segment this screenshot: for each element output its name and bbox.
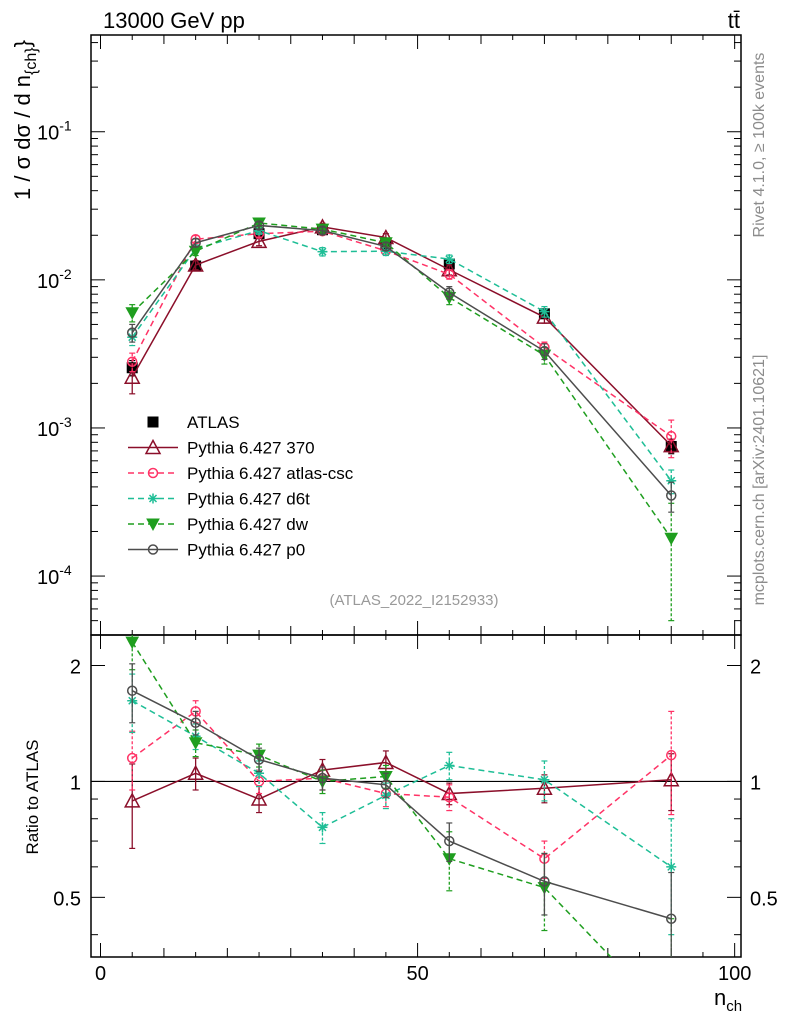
data-point — [539, 774, 550, 785]
data-point — [187, 764, 204, 781]
main-panel: 10-4 10-3 10-2 10-1 — [37, 34, 742, 636]
data-point — [444, 760, 455, 771]
series-group — [123, 635, 680, 957]
series-line — [131, 761, 672, 802]
data-point — [144, 438, 162, 455]
legend: ATLAS Pythia 6.427 370 Pythia 6.427 atlas-… — [128, 413, 354, 560]
data-point — [190, 717, 201, 729]
data-point — [444, 287, 455, 298]
data-point — [126, 327, 138, 338]
data-point — [253, 754, 265, 765]
analysis-id-label: (ATLAS_2022_I2152933) — [329, 592, 498, 609]
data-point — [253, 220, 265, 231]
x-tick-label: 50 — [406, 963, 428, 985]
svg-text:nch: nch — [714, 985, 742, 1015]
mcplots-label: mcplots.cern.ch [arXiv:2401.10621] — [751, 355, 768, 606]
series-line — [131, 710, 672, 860]
process-label: tt̄ — [728, 8, 740, 33]
data-point — [125, 636, 140, 650]
data-point — [123, 368, 141, 384]
data-point — [188, 737, 203, 750]
data-point — [444, 835, 455, 847]
y-tick-label: 10-2 — [37, 266, 72, 293]
data-point — [317, 225, 328, 236]
ratio-frame — [90, 634, 742, 958]
ratio-panel: 0 50 100 0.5 0.5 1 1 2 2 — [53, 634, 778, 985]
data-point — [317, 246, 328, 257]
series-pythia-6-427-dw — [125, 635, 675, 957]
y-tick-label: 1 — [750, 772, 761, 794]
series-line — [131, 230, 672, 437]
data-point — [380, 241, 392, 252]
ratio-ylabel: Ratio to ATLAS — [23, 740, 42, 855]
legend-label: Pythia 6.427 atlas-csc — [187, 464, 354, 483]
data-point — [444, 791, 455, 803]
data-point — [147, 416, 159, 428]
y-tick-label: 1 — [70, 772, 81, 794]
data-point — [539, 876, 550, 887]
data-point — [250, 232, 268, 249]
data-point — [147, 467, 159, 479]
data-point — [665, 749, 677, 761]
legend-label: Pythia 6.427 p0 — [187, 541, 305, 560]
series-line — [131, 641, 612, 957]
y-tick-label: 2 — [70, 656, 81, 678]
series-line — [131, 222, 672, 539]
series-line — [131, 226, 672, 447]
data-point — [444, 269, 455, 280]
legend-label: Pythia 6.427 dw — [187, 515, 309, 534]
legend-label: Pythia 6.427 d6t — [187, 490, 310, 509]
data-point — [539, 306, 550, 317]
data-point — [539, 345, 550, 357]
y-tick-label: 10-3 — [37, 414, 72, 441]
data-point — [123, 792, 141, 808]
y-tick-label: 2 — [750, 656, 761, 678]
series-line — [131, 229, 672, 482]
y-tick-label: 10-1 — [37, 118, 72, 145]
data-point — [126, 685, 138, 696]
series-line — [131, 224, 672, 496]
data-point — [536, 779, 553, 795]
rivet-label: Rivet 4.1.0, ≥ 100k events — [751, 53, 768, 238]
data-point — [317, 822, 328, 833]
data-point — [665, 913, 677, 924]
data-point — [126, 752, 138, 764]
series-pythia-6-427-370 — [123, 218, 680, 454]
data-point — [126, 356, 138, 367]
series-pythia-6-427-p0 — [126, 220, 677, 513]
data-point — [380, 779, 392, 791]
series-group — [123, 217, 680, 622]
energy-label: 13000 GeV pp — [103, 8, 245, 33]
data-point — [444, 254, 455, 265]
series-pythia-6-427-p0 — [126, 663, 677, 957]
data-point — [665, 490, 677, 501]
data-point — [665, 430, 677, 442]
data-point — [148, 493, 158, 504]
data-point — [125, 307, 140, 320]
series-line — [131, 700, 672, 868]
data-point — [317, 772, 328, 784]
y-tick-label: 0.5 — [53, 888, 81, 910]
data-point — [190, 237, 201, 249]
data-point — [250, 790, 268, 806]
series-pythia-6-427-atlas-csc — [126, 700, 677, 879]
y-tick-label: 0.5 — [750, 888, 778, 910]
data-point — [147, 544, 159, 555]
legend-label: Pythia 6.427 370 — [187, 439, 315, 458]
y-tick-label: 10-4 — [37, 562, 72, 589]
data-point — [187, 256, 204, 272]
legend-label: ATLAS — [187, 413, 240, 432]
data-point — [441, 784, 458, 801]
x-tick-label: 0 — [95, 963, 106, 985]
data-point — [662, 771, 680, 787]
main-ylabel: 1 / σ dσ / d n{ch}} — [10, 40, 40, 200]
series-line — [131, 690, 672, 920]
data-point — [664, 532, 679, 546]
x-tick-label: 100 — [718, 963, 751, 985]
data-point — [146, 518, 160, 532]
xaxis-label: nch — [714, 985, 742, 1015]
data-point — [666, 861, 677, 872]
